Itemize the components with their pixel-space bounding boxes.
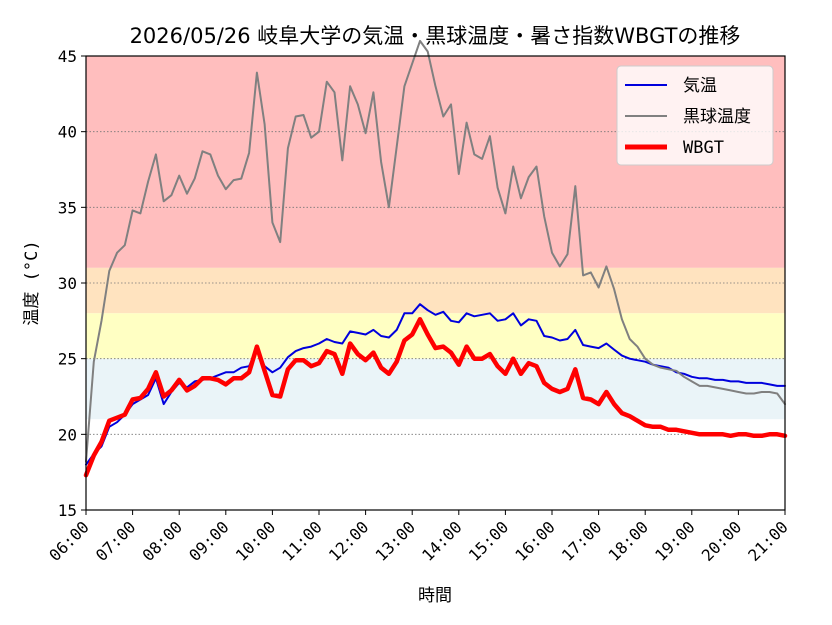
y-tick-label: 25 bbox=[58, 350, 77, 369]
x-tick-label: 18:00 bbox=[605, 517, 652, 564]
legend: 気温 黒球温度 WBGT bbox=[616, 65, 774, 166]
y-tick-label: 30 bbox=[58, 274, 77, 293]
x-tick-label: 10:00 bbox=[232, 517, 279, 564]
x-tick-label: 07:00 bbox=[92, 517, 139, 564]
x-tick-label: 17:00 bbox=[558, 517, 605, 564]
legend-label-globe-temperature: 黒球温度 bbox=[683, 107, 751, 127]
series-line-2 bbox=[83, 317, 788, 478]
band-2 bbox=[86, 313, 785, 359]
x-tick-label: 13:00 bbox=[372, 517, 419, 564]
series-lines bbox=[83, 39, 788, 478]
band-1 bbox=[86, 267, 785, 314]
x-tick-label: 06:00 bbox=[45, 517, 92, 564]
x-tick-label: 15:00 bbox=[465, 517, 512, 564]
y-axis-label: 温度 (°C) bbox=[22, 240, 42, 325]
y-tick-label: 35 bbox=[58, 198, 77, 217]
x-tick-label: 12:00 bbox=[325, 517, 372, 564]
x-axis-label: 時間 bbox=[418, 586, 452, 606]
y-tick-label: 40 bbox=[58, 123, 77, 142]
x-tick-label: 08:00 bbox=[139, 517, 186, 564]
x-tick-label: 16:00 bbox=[511, 517, 558, 564]
y-tick-label: 45 bbox=[58, 47, 77, 66]
x-tick-label: 11:00 bbox=[278, 517, 325, 564]
y-tick-label: 20 bbox=[58, 425, 77, 444]
x-axis-ticks: 06:00 07:00 08:00 09:00 10:00 11:00 12:00 13:00… bbox=[45, 510, 792, 565]
x-tick-label: 19:00 bbox=[651, 517, 698, 564]
y-tick-label: 15 bbox=[58, 501, 77, 520]
x-tick-label: 09:00 bbox=[185, 517, 232, 564]
y-axis-ticks: 15 20 25 30 35 40 45 bbox=[58, 47, 86, 520]
series-line-1 bbox=[85, 39, 786, 463]
legend-label-wbgt: WBGT bbox=[683, 138, 724, 158]
chart-title: 2026/05/26 岐阜大学の気温・黒球温度・暑さ指数WBGTの推移 bbox=[130, 24, 741, 48]
legend-box bbox=[616, 65, 774, 166]
x-tick-label: 21:00 bbox=[744, 517, 791, 564]
x-tick-label: 20:00 bbox=[698, 517, 745, 564]
legend-label-temperature: 気温 bbox=[683, 76, 717, 96]
x-tick-label: 14:00 bbox=[418, 517, 465, 564]
